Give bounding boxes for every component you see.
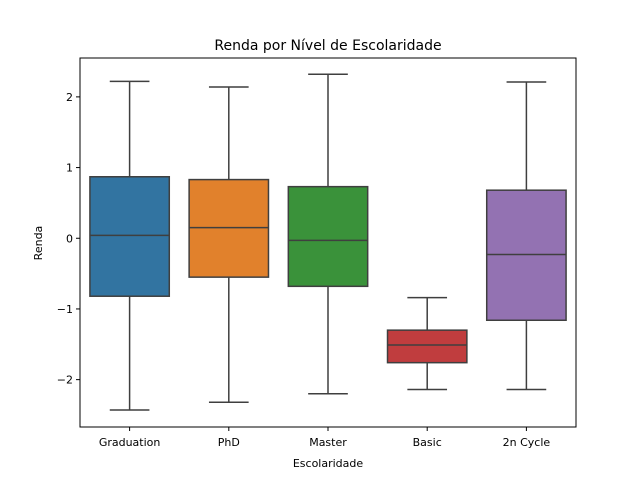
y-tick-label: 1 <box>66 162 73 175</box>
iqr-box <box>386 329 468 364</box>
y-axis-label: Renda <box>32 226 45 261</box>
x-tick-label: Basic <box>413 436 442 449</box>
box-graduation <box>89 80 171 411</box>
iqr-box <box>89 176 171 297</box>
y-tick-label: 2 <box>66 91 73 104</box>
box-phd <box>188 86 270 404</box>
x-tick-label: Master <box>309 436 347 449</box>
x-tick-label: PhD <box>218 436 240 449</box>
y-tick-label: −2 <box>57 374 73 387</box>
x-tick-label: Graduation <box>99 436 161 449</box>
chart-title: Renda por Nível de Escolaridade <box>214 38 441 54</box>
x-axis-label: Escolaridade <box>293 457 364 470</box>
box-master <box>287 73 369 395</box>
y-axis: 2 1 0 −1 −2 <box>57 91 80 387</box>
plot-area <box>89 73 567 411</box>
x-axis: Graduation PhD Master Basic 2n Cycle <box>99 427 551 449</box>
x-tick-label: 2n Cycle <box>503 436 551 449</box>
y-tick-label: 0 <box>66 232 73 245</box>
box-basic <box>386 296 468 391</box>
y-tick-label: −1 <box>57 303 73 316</box>
iqr-box <box>287 185 369 288</box>
box-2n-cycle <box>485 81 567 391</box>
